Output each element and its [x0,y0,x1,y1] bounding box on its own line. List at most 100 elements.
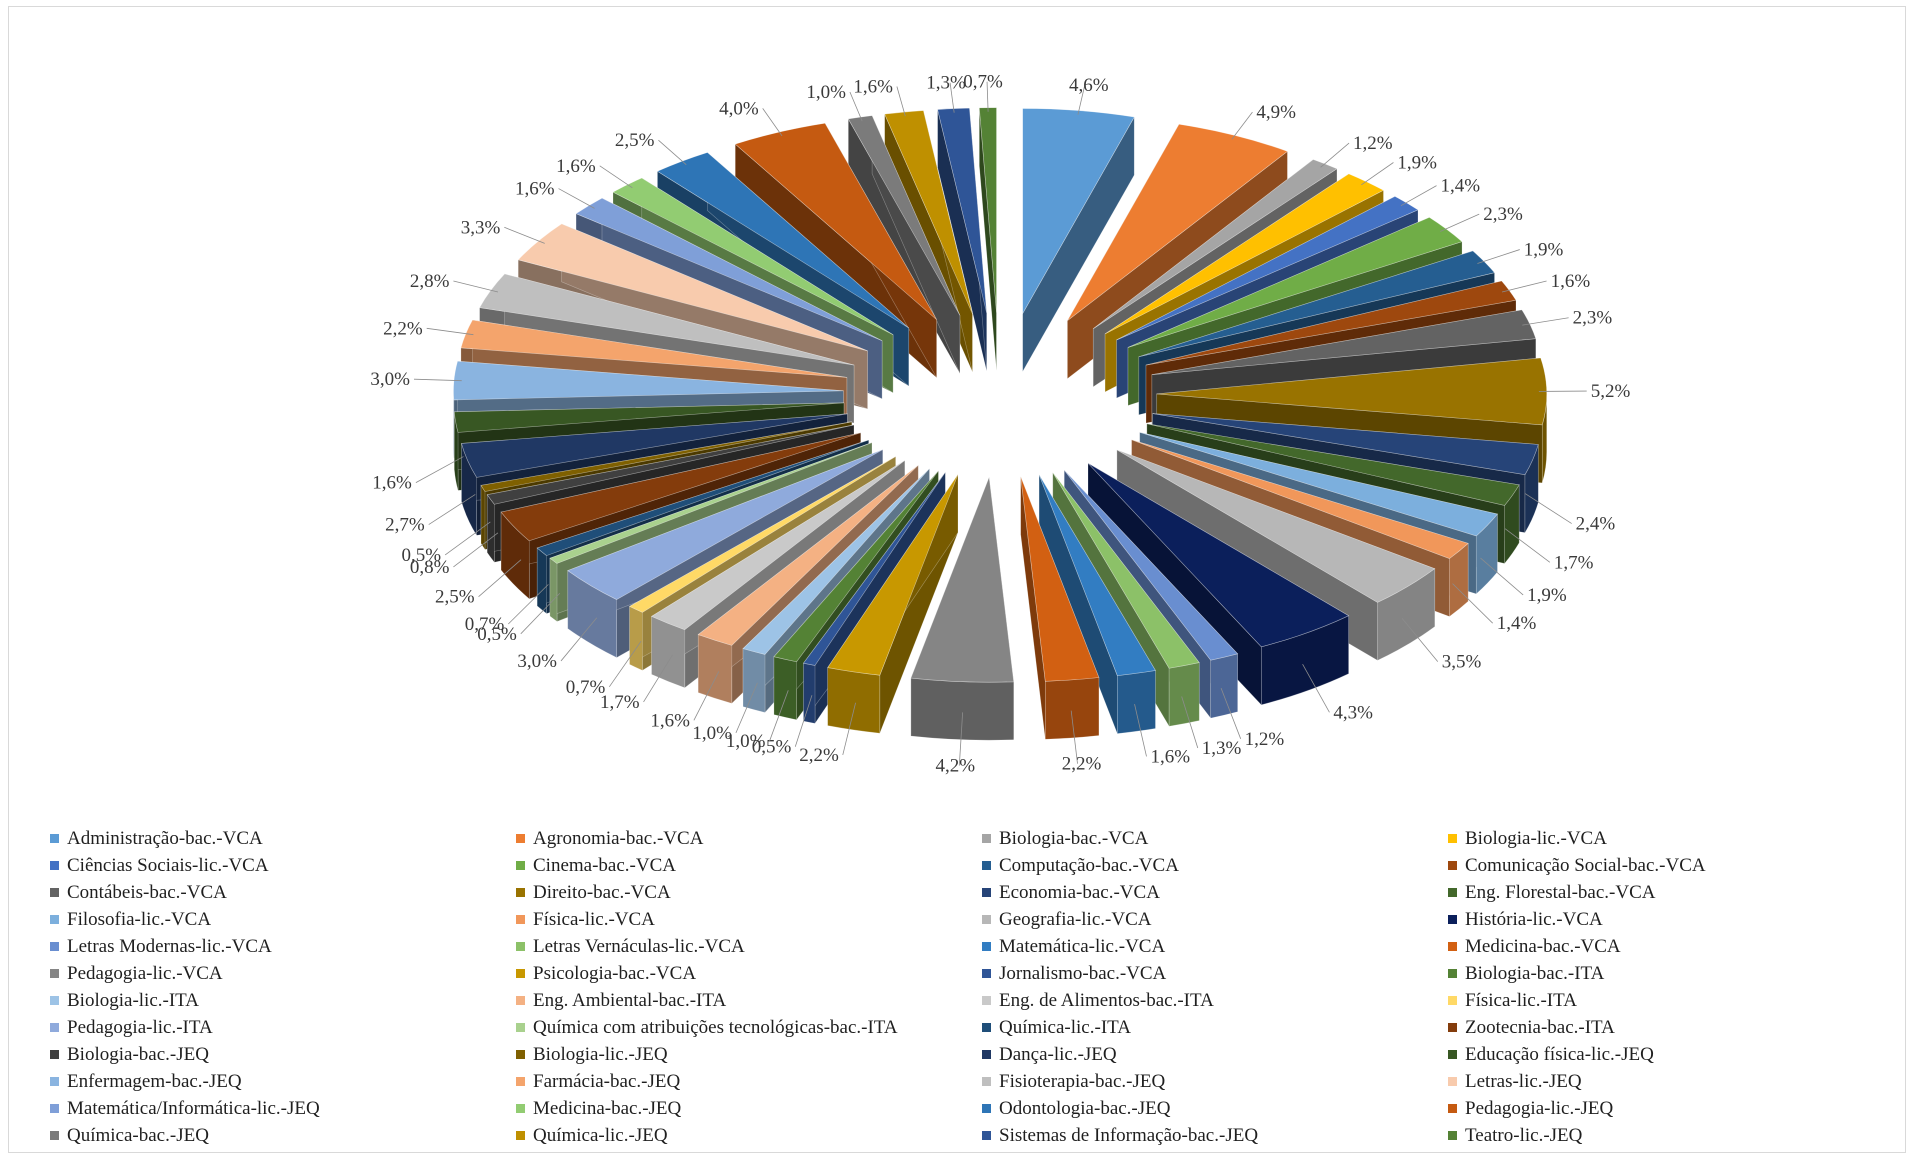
legend-item: Química-lic.-JEQ [516,1122,982,1149]
data-label: 3,0% [517,651,557,672]
legend-label: Pedagogia-lic.-VCA [67,962,223,984]
data-label: 1,6% [1150,746,1190,767]
legend-label: Letras Modernas-lic.-VCA [67,935,272,957]
legend-item: Física-lic.-VCA [516,906,982,933]
legend-label: Química-lic.-JEQ [533,1124,668,1146]
pie-slice [1022,108,1135,373]
legend-swatch [1448,915,1457,924]
leader-line [1077,84,1086,115]
leader-line [762,108,783,137]
leader-line [849,91,863,122]
legend-label: Letras Vernáculas-lic.-VCA [533,935,745,957]
data-label: 2,5% [615,130,655,151]
legend-label: Química-bac.-JEQ [67,1124,209,1146]
legend-item: Psicologia-bac.-VCA [516,960,982,987]
legend-item: Zootecnia-bac.-ITA [1448,1014,1880,1041]
legend-label: Biologia-bac.-VCA [999,827,1149,849]
legend-item: Contábeis-bac.-VCA [50,879,516,906]
legend-item: Dança-lic.-JEQ [982,1041,1448,1068]
legend-label: Ciências Sociais-lic.-VCA [67,854,269,876]
legend-item: Biologia-lic.-VCA [1448,825,1880,852]
legend-label: Pedagogia-lic.-JEQ [1465,1097,1614,1119]
leader-line [520,592,561,635]
legend-label: Eng. Florestal-bac.-VCA [1465,881,1656,903]
legend-swatch [1448,1131,1457,1140]
legend-label: Cinema-bac.-VCA [533,854,676,876]
legend-swatch [982,996,991,1005]
legend-label: Agronomia-bac.-VCA [533,827,704,849]
data-label: 1,7% [600,692,640,713]
legend-swatch [982,915,991,924]
legend-swatch [982,861,991,870]
legend-swatch [50,888,59,897]
leader-line [958,712,964,766]
data-label: 1,2% [1245,729,1285,750]
leader-line [608,640,642,688]
data-label: 1,7% [1554,552,1594,573]
legend-item: Jornalismo-bac.-VCA [982,960,1448,987]
legend-label: Fisioterapia-bac.-JEQ [999,1070,1166,1092]
leader-line [560,617,598,662]
legend-item: Direito-bac.-VCA [516,879,982,906]
data-label: 1,6% [853,76,893,97]
pie-chart: 4,6%4,9%1,2%1,9%1,4%2,3%1,9%1,6%2,3%5,2%… [370,72,1631,777]
legend-label: Física-lic.-ITA [1465,989,1577,1011]
legend-swatch [516,834,525,843]
data-label: 0,7% [465,614,505,635]
leader-line [453,280,499,293]
legend-swatch [1448,888,1457,897]
legend-label: Medicina-bac.-VCA [1465,935,1621,957]
legend-label: Psicologia-bac.-VCA [533,962,697,984]
legend-swatch [516,1104,525,1113]
data-label: 1,6% [650,710,690,731]
legend-item: Física-lic.-ITA [1448,987,1880,1014]
legend-swatch [1448,969,1457,978]
legend-label: Química com atribuições tecnológicas-bac… [533,1016,898,1038]
legend-label: Dança-lic.-JEQ [999,1043,1117,1065]
legend-item: Pedagogia-lic.-JEQ [1448,1095,1880,1122]
data-label: 2,5% [435,587,475,608]
data-label: 1,9% [1524,240,1564,261]
legend-item: Biologia-lic.-ITA [50,987,516,1014]
data-label: 3,5% [1442,652,1482,673]
data-label: 5,2% [1591,381,1631,402]
legend-label: Biologia-lic.-ITA [67,989,199,1011]
data-label: 2,3% [1483,204,1523,225]
leader-line [658,139,687,165]
leader-line [1522,317,1569,326]
legend-item: Matemática-lic.-VCA [982,933,1448,960]
legend-item: Enfermagem-bac.-JEQ [50,1068,516,1095]
chart-legend: Administração-bac.-VCA Agronomia-bac.-VCA… [50,825,1880,1149]
legend-swatch [516,915,525,924]
legend-item: Letras-lic.-JEQ [1448,1068,1880,1095]
data-label: 1,6% [1551,271,1591,292]
data-label: 0,5% [477,624,517,645]
legend-label: Comunicação Social-bac.-VCA [1465,854,1706,876]
leader-line [1504,528,1551,563]
leader-line [444,521,491,556]
leader-line [558,188,595,209]
legend-label: Farmácia-bac.-JEQ [533,1070,681,1092]
legend-swatch [516,942,525,951]
legend-swatch [50,1104,59,1113]
leader-line [794,695,813,747]
leader-line [1480,557,1524,596]
leader-line [1320,142,1350,168]
leader-line [478,559,522,597]
legend-swatch [982,834,991,843]
legend-item: Teatro-lic.-JEQ [1448,1122,1880,1149]
leader-line [508,584,549,625]
legend-item: Química-bac.-JEQ [50,1122,516,1149]
legend-label: Computação-bac.-VCA [999,854,1179,876]
leader-line [1401,618,1439,662]
legend-label: Teatro-lic.-JEQ [1465,1124,1583,1146]
legend-label: Eng. Ambiental-bac.-ITA [533,989,727,1011]
data-label: 3,3% [461,217,501,238]
legend-swatch [1448,996,1457,1005]
legend-swatch [982,888,991,897]
data-label: 4,6% [1069,75,1109,96]
legend-label: Biologia-bac.-JEQ [67,1043,209,1065]
legend-swatch [50,1023,59,1032]
leader-line [693,671,720,721]
legend-swatch [1448,1104,1457,1113]
